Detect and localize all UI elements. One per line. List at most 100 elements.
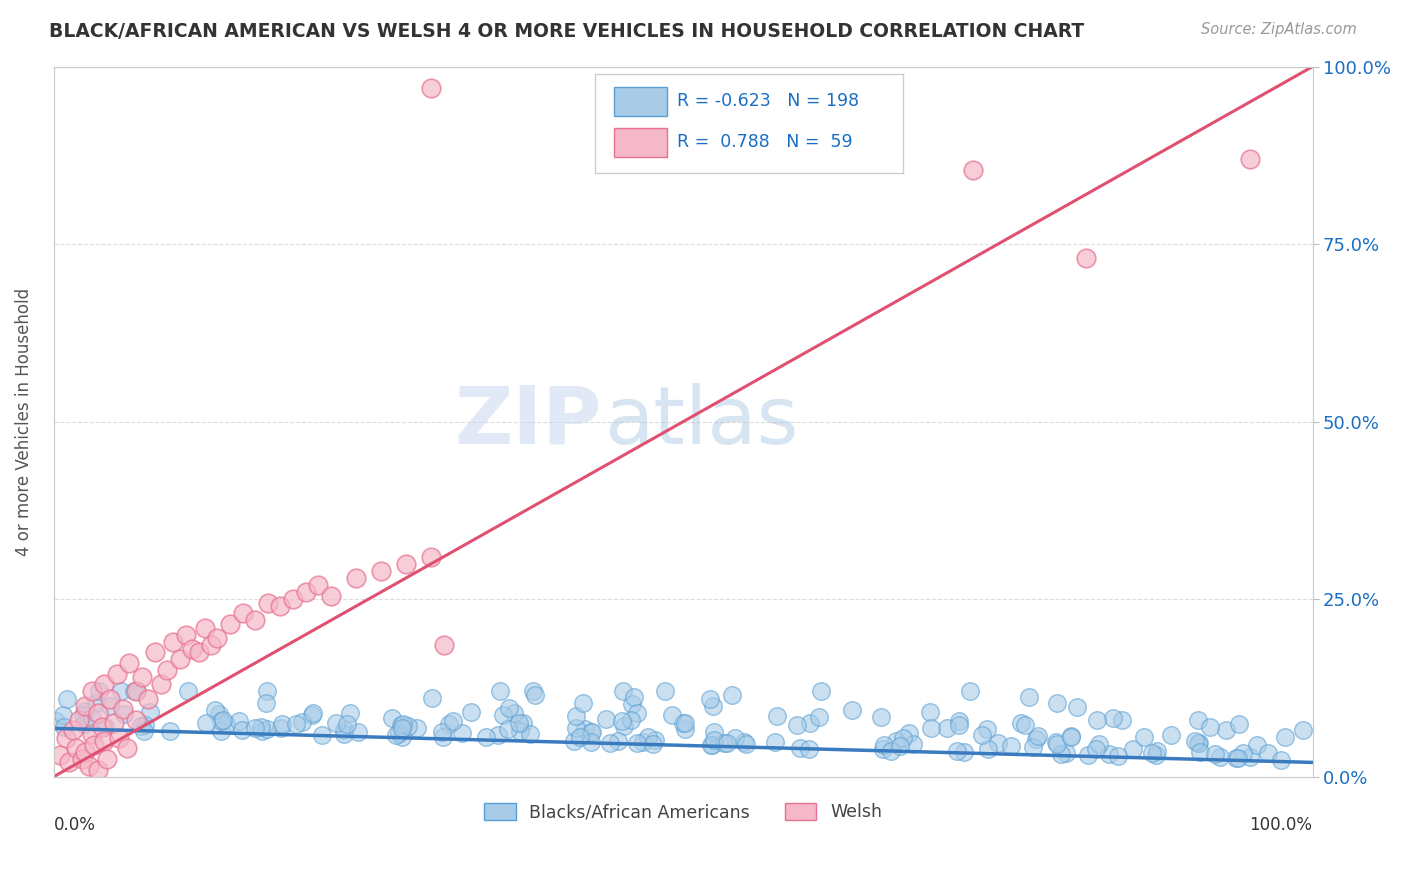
Point xyxy=(396,719,419,733)
Point xyxy=(897,725,920,739)
Point xyxy=(599,736,621,750)
Point xyxy=(209,714,232,728)
Point xyxy=(215,716,238,731)
Point xyxy=(626,706,648,721)
Point xyxy=(200,638,222,652)
Point xyxy=(285,716,308,731)
Point xyxy=(1050,747,1073,761)
Point xyxy=(889,739,911,753)
Legend: Blacks/African Americans, Welsh: Blacks/African Americans, Welsh xyxy=(478,797,889,829)
Point xyxy=(700,738,723,752)
Point xyxy=(620,714,643,728)
Point xyxy=(232,607,254,621)
Point xyxy=(1028,729,1050,743)
Point xyxy=(460,705,482,719)
Point xyxy=(1187,736,1209,750)
Point xyxy=(441,714,464,728)
Point xyxy=(124,684,146,698)
Point xyxy=(245,721,267,735)
Point xyxy=(73,717,96,731)
Point xyxy=(228,714,250,728)
Point xyxy=(112,706,135,721)
Point xyxy=(512,716,534,731)
Point xyxy=(654,684,676,698)
Point xyxy=(503,706,526,721)
Point xyxy=(716,736,738,750)
Point xyxy=(1239,750,1261,764)
Point xyxy=(702,699,724,714)
Point xyxy=(1225,751,1247,765)
Point xyxy=(733,735,755,749)
Point xyxy=(250,719,273,733)
Point xyxy=(381,711,404,725)
Point xyxy=(524,688,547,702)
Point xyxy=(420,549,443,564)
Point xyxy=(1060,729,1083,743)
Point xyxy=(87,706,110,720)
Text: ZIP: ZIP xyxy=(454,383,602,460)
Point xyxy=(370,564,392,578)
Point xyxy=(105,666,128,681)
Point xyxy=(194,716,217,731)
Point xyxy=(194,620,217,634)
Point xyxy=(976,741,998,756)
Point xyxy=(810,684,832,698)
Point xyxy=(766,709,789,723)
Point xyxy=(1054,746,1077,760)
Point xyxy=(1232,746,1254,760)
Point xyxy=(1239,152,1261,166)
Point xyxy=(948,718,970,732)
Point xyxy=(797,741,820,756)
Point xyxy=(96,752,118,766)
Point xyxy=(129,719,152,733)
Point xyxy=(391,717,413,731)
Point xyxy=(219,617,242,632)
Point xyxy=(291,714,314,729)
Point xyxy=(565,708,588,723)
Point xyxy=(492,708,515,723)
Point xyxy=(976,722,998,736)
Point xyxy=(1045,735,1067,749)
Point xyxy=(613,719,636,733)
Text: atlas: atlas xyxy=(605,383,799,460)
Point xyxy=(56,692,79,706)
Point xyxy=(1111,713,1133,727)
Point xyxy=(920,705,942,719)
Point xyxy=(90,720,112,734)
Point xyxy=(720,688,742,702)
Point xyxy=(53,720,76,734)
Point xyxy=(58,756,80,770)
Point xyxy=(80,684,103,698)
Point xyxy=(673,722,696,736)
Point xyxy=(294,585,316,599)
Point xyxy=(307,578,329,592)
Point xyxy=(623,690,645,704)
Point xyxy=(486,728,509,742)
Point xyxy=(620,698,643,712)
Point xyxy=(1292,723,1315,738)
Point xyxy=(103,716,125,731)
Point xyxy=(1199,720,1222,734)
Point xyxy=(1189,745,1212,759)
Point xyxy=(256,596,278,610)
Point xyxy=(610,714,633,729)
Point xyxy=(1107,749,1129,764)
Point xyxy=(572,696,595,710)
Text: Source: ZipAtlas.com: Source: ZipAtlas.com xyxy=(1201,22,1357,37)
Point xyxy=(734,737,756,751)
Point xyxy=(872,738,894,752)
Point xyxy=(52,707,75,722)
Point xyxy=(872,741,894,756)
Point xyxy=(143,645,166,659)
Y-axis label: 4 or more Vehicles in Household: 4 or more Vehicles in Household xyxy=(15,287,32,556)
Point xyxy=(405,722,427,736)
FancyBboxPatch shape xyxy=(614,87,666,116)
Point xyxy=(169,652,191,666)
FancyBboxPatch shape xyxy=(614,128,666,157)
Point xyxy=(945,744,967,758)
Point xyxy=(336,717,359,731)
Point xyxy=(870,710,893,724)
Point xyxy=(724,731,747,745)
Point xyxy=(433,638,456,652)
Point xyxy=(699,692,721,706)
